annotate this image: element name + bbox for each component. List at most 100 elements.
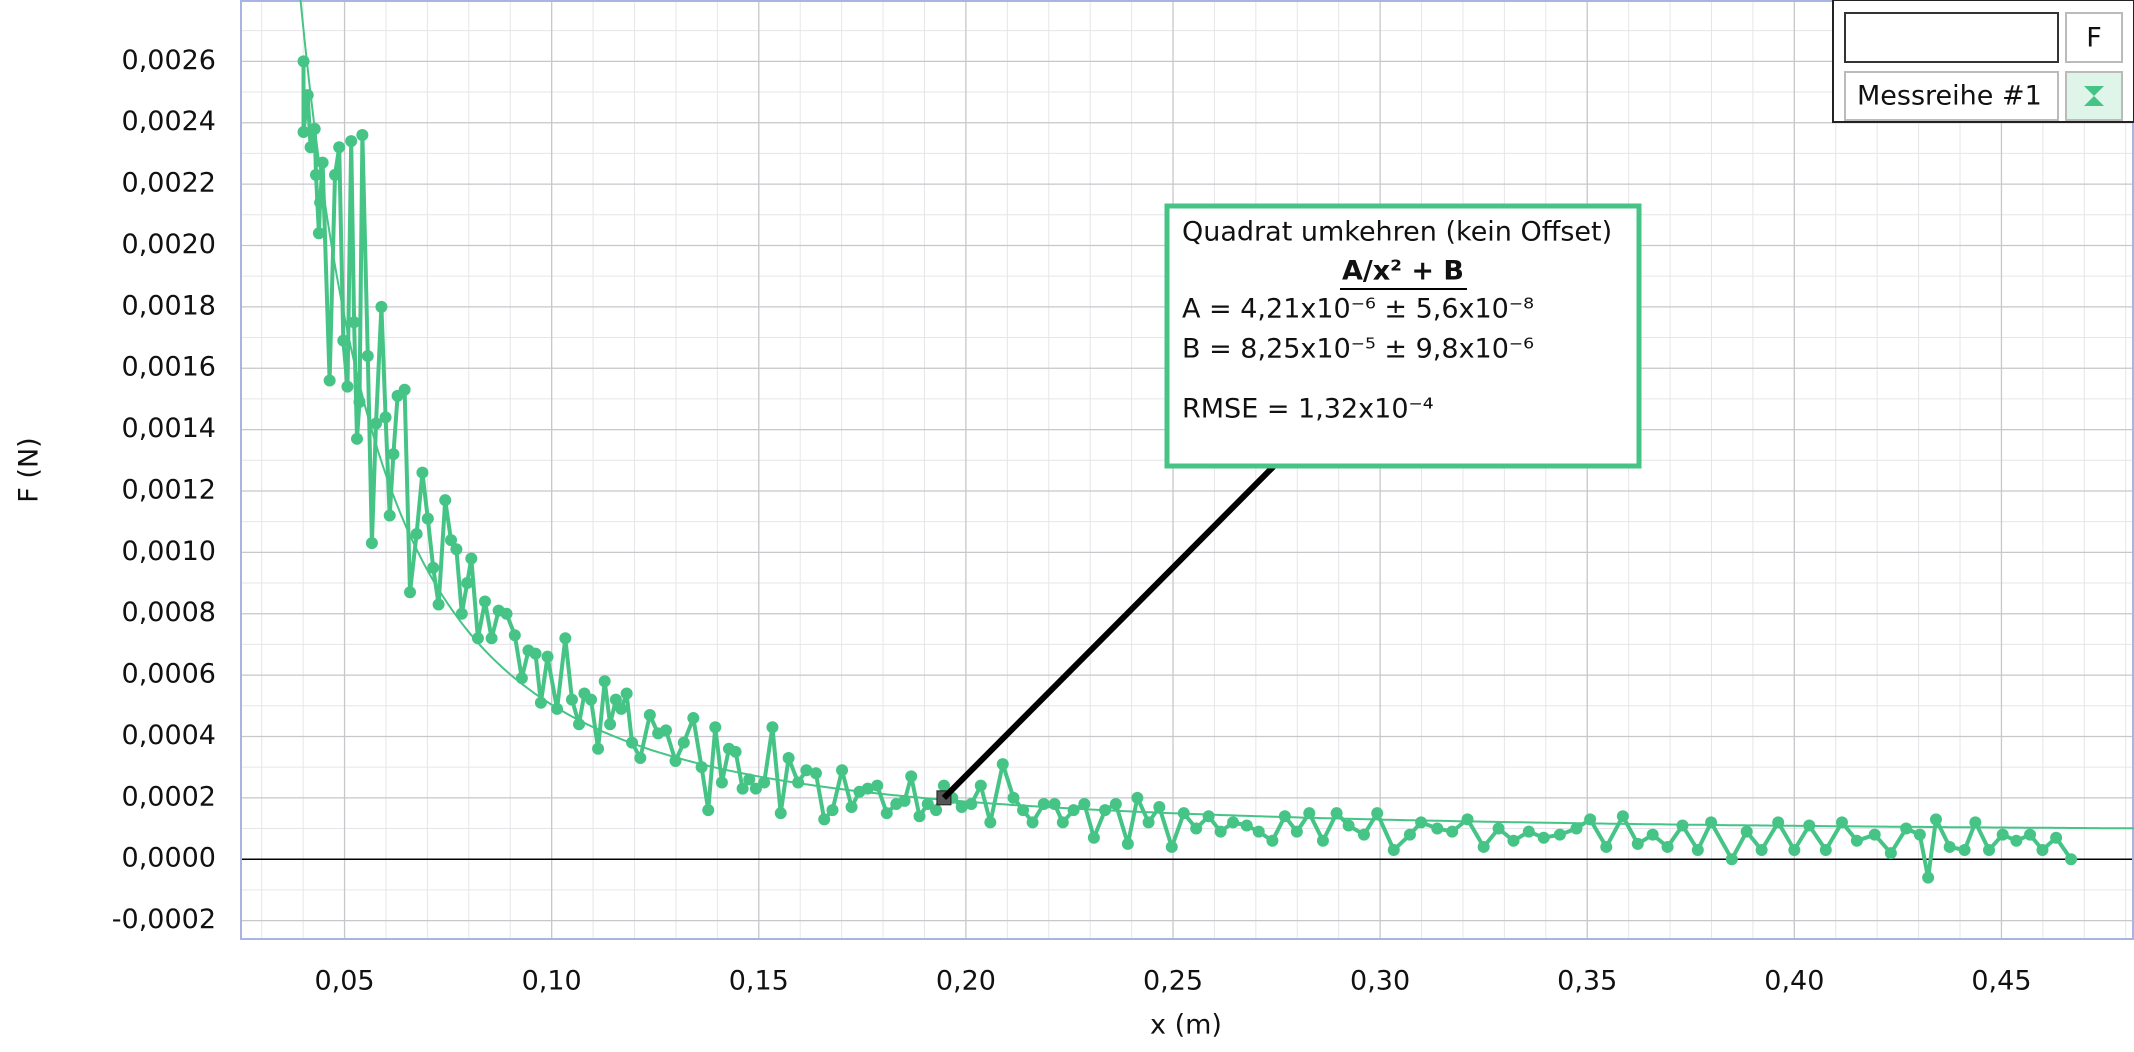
data-point — [312, 227, 325, 240]
annotation-box[interactable] — [1164, 203, 1642, 469]
data-point — [1142, 816, 1155, 829]
y-tick-label: 0,0008 — [122, 597, 216, 628]
data-point — [974, 779, 987, 792]
data-point — [465, 552, 478, 565]
data-point — [1868, 828, 1881, 841]
data-point — [818, 813, 831, 826]
y-tick-label: 0,0024 — [122, 106, 216, 137]
data-point — [669, 755, 682, 768]
data-point — [455, 607, 468, 620]
data-point — [1266, 834, 1279, 847]
data-point — [387, 448, 400, 461]
data-point — [1431, 822, 1444, 835]
data-point — [609, 693, 622, 706]
data-point — [861, 782, 874, 795]
data-point — [1631, 837, 1644, 850]
data-point — [1087, 831, 1100, 844]
data-point — [1330, 807, 1343, 820]
data-point — [323, 374, 336, 387]
data-point — [955, 801, 968, 814]
data-point — [515, 672, 528, 685]
plot-frame — [240, 0, 2134, 940]
data-point — [800, 764, 813, 777]
data-point — [695, 761, 708, 774]
data-point — [551, 702, 564, 715]
data-point — [375, 300, 388, 313]
data-point — [1121, 837, 1134, 850]
data-point — [930, 804, 943, 817]
data-point — [620, 687, 633, 700]
data-point — [439, 494, 452, 507]
data-point — [379, 411, 392, 424]
data-point — [1884, 847, 1897, 860]
data-point — [365, 537, 378, 550]
data-point — [1691, 844, 1704, 857]
data-point — [592, 742, 605, 755]
data-point — [450, 543, 463, 556]
data-point — [836, 764, 849, 777]
legend-column-button[interactable] — [2065, 12, 2123, 63]
data-point — [398, 383, 411, 396]
data-point — [345, 135, 358, 148]
legend-input[interactable] — [1844, 12, 2059, 63]
data-point — [1850, 834, 1863, 847]
data-point — [348, 316, 361, 329]
data-point — [2036, 844, 2049, 857]
data-point — [774, 807, 787, 820]
x-tick-label: 0,05 — [314, 966, 374, 997]
data-point — [1131, 791, 1144, 804]
data-point — [743, 773, 756, 786]
data-point — [1165, 840, 1178, 853]
data-point — [758, 776, 771, 789]
annotation-title: Quadrat umkehren (kein Offset) — [1182, 217, 1612, 248]
data-point — [1214, 825, 1227, 838]
data-point — [559, 632, 572, 645]
data-point — [478, 595, 491, 608]
data-point — [297, 55, 310, 68]
y-tick-label: 0,0006 — [122, 659, 216, 690]
data-point — [350, 432, 363, 445]
data-point — [845, 801, 858, 814]
legend: F Messreihe #1 — [1832, 0, 2134, 123]
data-point — [626, 736, 639, 749]
data-point — [1278, 810, 1291, 823]
data-point — [1570, 822, 1583, 835]
data-point — [461, 577, 474, 590]
data-point — [1109, 797, 1122, 810]
data-point — [715, 776, 728, 789]
data-point — [634, 751, 647, 764]
data-point — [1930, 813, 1943, 826]
data-point — [1056, 816, 1069, 829]
data-point — [702, 804, 715, 817]
data-point — [1492, 822, 1505, 835]
data-point — [643, 708, 656, 721]
legend-entry[interactable] — [1844, 71, 2059, 121]
data-point — [534, 696, 547, 709]
data-point — [615, 702, 628, 715]
data-point — [529, 647, 542, 660]
y-tick-label: 0,0014 — [122, 413, 216, 444]
data-point — [1600, 840, 1613, 853]
data-point — [500, 607, 513, 620]
legend-style-button[interactable] — [2065, 71, 2123, 121]
data-point — [1078, 797, 1091, 810]
data-point — [1676, 819, 1689, 832]
data-point — [421, 512, 434, 525]
annotation-line: B = 8,25x10⁻⁵ ± 9,8x10⁻⁶ — [1182, 334, 1534, 365]
data-point — [1522, 825, 1535, 838]
x-axis-label: x (m) — [1150, 1010, 1222, 1041]
annotation-pointer — [941, 462, 1278, 800]
x-tick-label: 0,10 — [522, 966, 582, 997]
data-point — [1067, 804, 1080, 817]
data-point — [1740, 825, 1753, 838]
data-point — [905, 770, 918, 783]
data-point — [1507, 834, 1520, 847]
data-point — [921, 797, 934, 810]
data-point — [508, 629, 521, 642]
data-point — [1202, 810, 1215, 823]
data-point — [1037, 797, 1050, 810]
data-point — [736, 782, 749, 795]
data-point — [2065, 853, 2078, 866]
data-point — [383, 509, 396, 522]
